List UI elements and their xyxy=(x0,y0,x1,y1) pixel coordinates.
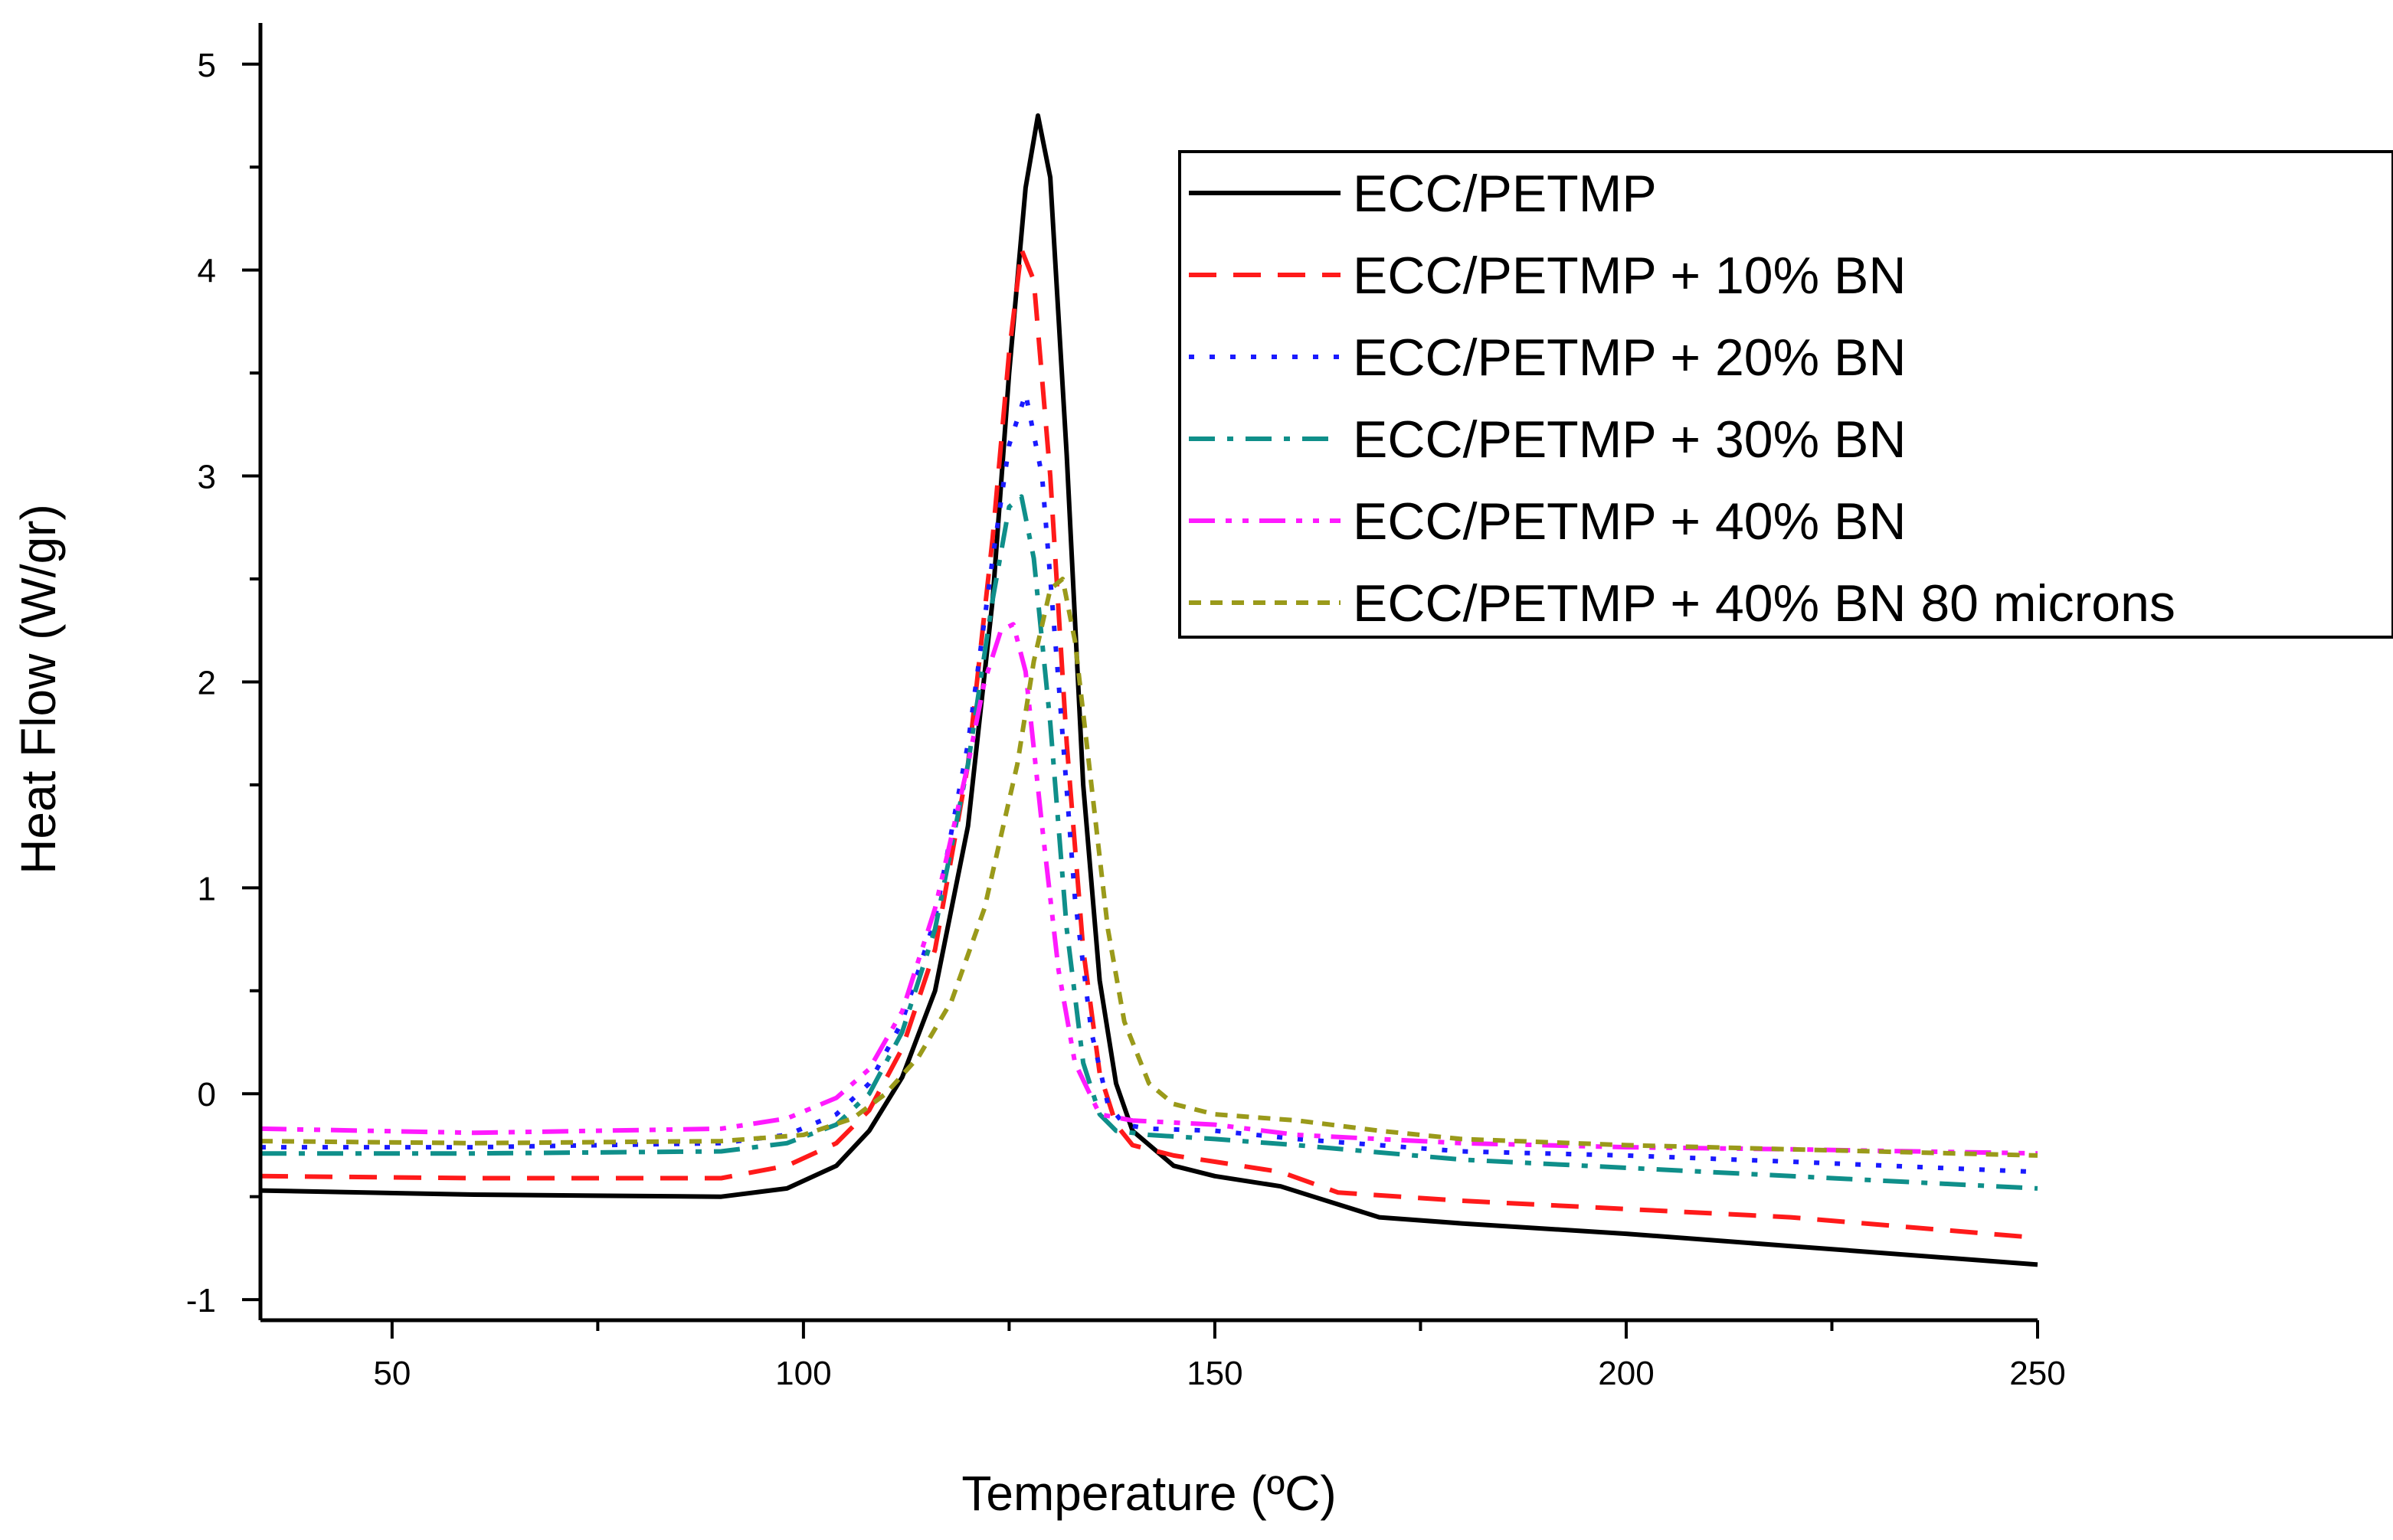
series-line-ecc-petmp-40-bn xyxy=(260,622,2038,1156)
legend: ECC/PETMP ECC/PETMP + 10% BN ECC/PETMP + 2… xyxy=(1178,150,2393,639)
series-layer xyxy=(260,113,2038,1267)
y-tick-label: 0 xyxy=(198,1076,216,1113)
y-tick-label: -1 xyxy=(186,1282,216,1319)
series-line-ecc-petmp-20-bn xyxy=(260,391,2038,1175)
series-line-ecc-petmp-30-bn xyxy=(260,494,2038,1191)
series-line-ecc-petmp xyxy=(260,113,2038,1267)
legend-label-ecc-petmp-40-bn-80-microns: ECC/PETMP + 40% BN 80 microns xyxy=(1353,574,2175,633)
y-tick-label: 5 xyxy=(198,47,216,84)
y-tick-label: 1 xyxy=(198,870,216,907)
y-axis-title: Heat Flow (W/gr) xyxy=(11,504,66,875)
y-tick-label: 4 xyxy=(198,253,216,290)
x-tick-label: 200 xyxy=(1598,1355,1654,1392)
series-line-ecc-petmp-40-bn-80-microns xyxy=(260,577,2038,1158)
x-tick-label: 100 xyxy=(775,1355,831,1392)
legend-label-ecc-petmp-20-bn: ECC/PETMP + 20% BN xyxy=(1353,329,1906,387)
legend-label-ecc-petmp: ECC/PETMP xyxy=(1353,165,1657,223)
legend-label-ecc-petmp-30-bn: ECC/PETMP + 30% BN xyxy=(1353,410,1906,469)
x-axis-title: Temperature (ºC) xyxy=(961,1466,1336,1521)
series-line-ecc-petmp-10-bn xyxy=(260,247,2038,1241)
x-tick-label: 150 xyxy=(1187,1355,1242,1392)
legend-label-ecc-petmp-40-bn: ECC/PETMP + 40% BN xyxy=(1353,492,1906,551)
y-tick-label: 2 xyxy=(198,664,216,701)
legend-label-ecc-petmp-10-bn: ECC/PETMP + 10% BN xyxy=(1353,247,1906,305)
ticks-layer: 50 100 150 200 250 -1 0 1 2 3 4 5 xyxy=(186,47,2066,1392)
legend-items: ECC/PETMP ECC/PETMP + 10% BN ECC/PETMP + 2… xyxy=(1189,165,2175,633)
legend-box xyxy=(1178,150,2393,639)
y-tick-label: 3 xyxy=(198,459,216,496)
x-tick-label: 250 xyxy=(2009,1355,2065,1392)
x-tick-label: 50 xyxy=(373,1355,411,1392)
axes-layer xyxy=(258,23,2038,1323)
